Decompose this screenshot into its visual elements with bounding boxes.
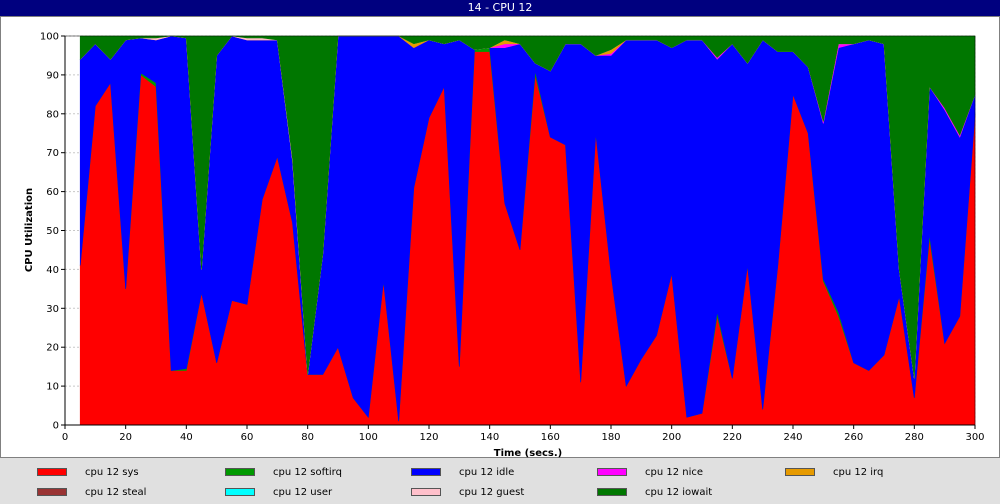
x-tick-label: 180 (601, 432, 620, 443)
legend-label: cpu 12 softirq (273, 466, 342, 478)
x-tick-label: 300 (965, 432, 984, 443)
legend-item: cpu 12 idle (411, 466, 514, 478)
y-tick-label: 80 (46, 109, 59, 120)
x-tick-label: 240 (783, 432, 802, 443)
legend-item: cpu 12 iowait (597, 486, 712, 498)
x-tick-label: 220 (723, 432, 742, 443)
legend-item: cpu 12 guest (411, 486, 524, 498)
legend-swatch (37, 468, 67, 476)
legend-label: cpu 12 iowait (645, 486, 713, 498)
legend-swatch (411, 468, 441, 476)
legend: cpu 12 sys cpu 12 softirq cpu 12 idle cpu 1… (0, 458, 1000, 504)
axes: 0 20 40 60 80 100 120 140 160 180 200 220 240 260 280 3… (40, 32, 985, 444)
x-tick-label: 60 (241, 432, 254, 443)
legend-item: cpu 12 user (225, 486, 332, 498)
x-tick-label: 260 (844, 432, 863, 443)
x-tick-label: 80 (301, 432, 314, 443)
legend-label: cpu 12 sys (85, 466, 139, 478)
legend-item: cpu 12 nice (597, 466, 703, 478)
x-tick-label: 20 (119, 432, 132, 443)
window-title: 14 - CPU 12 (0, 0, 1000, 16)
y-axis-label: CPU Utilization (24, 188, 35, 272)
legend-label: cpu 12 irq (833, 466, 884, 478)
y-tick-label: 50 (46, 226, 59, 237)
y-tick-label: 40 (46, 265, 59, 276)
x-tick-label: 100 (359, 432, 378, 443)
legend-label: cpu 12 user (273, 486, 333, 498)
legend-item: cpu 12 sys (37, 466, 139, 478)
x-tick-label: 280 (905, 432, 924, 443)
x-tick-label: 200 (662, 432, 681, 443)
y-tick-label: 10 (46, 382, 59, 393)
y-tick-label: 30 (46, 304, 59, 315)
x-tick-label: 140 (480, 432, 499, 443)
legend-label: cpu 12 idle (459, 466, 515, 478)
y-tick-label: 20 (46, 343, 59, 354)
legend-swatch (411, 488, 441, 496)
legend-swatch (597, 488, 627, 496)
y-tick-label: 0 (53, 421, 59, 432)
legend-label: cpu 12 steal (85, 486, 147, 498)
legend-swatch (597, 468, 627, 476)
legend-item: cpu 12 softirq (225, 466, 342, 478)
legend-label: cpu 12 guest (459, 486, 525, 498)
x-axis-label: Time (secs.) (494, 448, 563, 458)
x-tick-label: 40 (180, 432, 193, 443)
legend-item: cpu 12 steal (37, 486, 146, 498)
y-tick-label: 60 (46, 187, 59, 198)
legend-item: cpu 12 irq (785, 466, 883, 478)
y-tick-label: 100 (40, 32, 59, 43)
x-tick-label: 160 (541, 432, 560, 443)
y-tick-label: 70 (46, 148, 59, 159)
legend-swatch (225, 488, 255, 496)
legend-swatch (225, 468, 255, 476)
y-tick-label: 90 (46, 70, 59, 81)
legend-swatch (785, 468, 815, 476)
legend-swatch (37, 488, 67, 496)
legend-label: cpu 12 nice (645, 466, 704, 478)
x-tick-label: 120 (419, 432, 438, 443)
x-tick-label: 0 (62, 432, 68, 443)
cpu-utilization-chart: 0 20 40 60 80 100 120 140 160 180 200 220 240 260 280 3… (0, 16, 1000, 458)
stacked-areas (79, 35, 976, 426)
